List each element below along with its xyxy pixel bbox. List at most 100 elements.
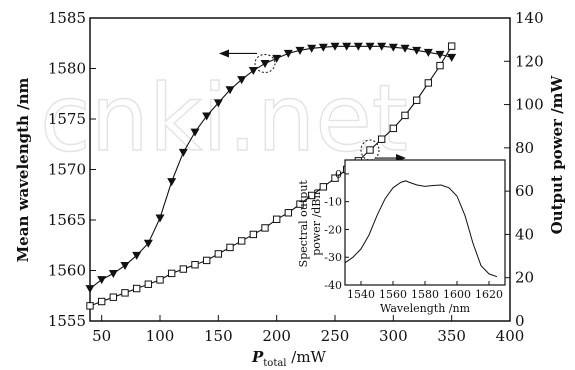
data-point-triangle bbox=[85, 285, 95, 294]
inset-y-axis-title: Spectral output power /dBm bbox=[297, 177, 323, 268]
data-point-square bbox=[307, 191, 316, 200]
x-tick-label: 400 bbox=[496, 327, 525, 345]
data-point-triangle bbox=[108, 270, 118, 279]
data-point-triangle bbox=[202, 112, 212, 121]
data-point-triangle bbox=[412, 46, 422, 55]
inset-x-tick-label: 1540 bbox=[347, 288, 375, 301]
x-tick-label: 250 bbox=[321, 327, 350, 345]
data-point-triangle bbox=[248, 67, 258, 76]
data-point-square bbox=[366, 146, 374, 154]
x-axis-title-base: P bbox=[251, 348, 264, 366]
y2-tick-label: 60 bbox=[515, 182, 534, 200]
data-point-triangle bbox=[447, 53, 457, 62]
data-point-triangle bbox=[318, 43, 328, 52]
inset-x-tick-label: 1600 bbox=[443, 288, 471, 301]
y2-tick-label: 140 bbox=[515, 9, 544, 27]
data-point-triangle bbox=[283, 49, 293, 58]
data-point-square bbox=[377, 135, 386, 143]
data-point-square bbox=[97, 297, 106, 306]
main-plot-area: 50 100 150 200 250 300 350 400 1555 1560 1565 1570… bbox=[48, 9, 544, 345]
data-point-triangle bbox=[365, 42, 375, 51]
x-tick-label: 200 bbox=[262, 327, 291, 345]
x-axis-title-unit: /mW bbox=[287, 348, 327, 366]
data-point-triangle bbox=[155, 214, 165, 223]
inset-x-tick-label: 1560 bbox=[379, 288, 407, 301]
inset-y-axis-ticks: 0 -10 -20 -30 -40 bbox=[324, 168, 349, 292]
data-point-triangle bbox=[377, 42, 387, 51]
x-tick-label: 350 bbox=[437, 327, 466, 345]
x-tick-label: 50 bbox=[92, 327, 111, 345]
data-point-triangle bbox=[213, 99, 223, 108]
data-point-square bbox=[156, 276, 164, 284]
inset-x-tick-label: 1620 bbox=[475, 288, 503, 301]
data-point-square bbox=[447, 42, 456, 50]
right-series-callout-circle bbox=[360, 139, 380, 161]
data-point-square bbox=[191, 261, 199, 269]
data-point-square bbox=[272, 215, 281, 223]
data-point-square bbox=[214, 250, 223, 258]
y-tick-label: 1555 bbox=[48, 312, 86, 330]
data-point-square bbox=[202, 256, 211, 265]
data-point-triangle bbox=[272, 54, 282, 63]
y2-tick-label: 100 bbox=[515, 96, 544, 114]
inset-spectrum-line bbox=[344, 180, 498, 278]
inset-x-tick-label: 1580 bbox=[411, 288, 439, 301]
data-point-square bbox=[226, 243, 234, 252]
left-series-callout-circle bbox=[254, 53, 276, 73]
y-tick-label: 1575 bbox=[48, 110, 86, 128]
data-point-triangle bbox=[330, 42, 340, 51]
inset-x-axis-ticks: 1540 1560 1580 1600 1620 bbox=[347, 281, 503, 301]
inset-y-tick-label: 0 bbox=[335, 168, 342, 181]
left-arrow-head-icon bbox=[219, 49, 229, 58]
data-point-triangle bbox=[342, 42, 352, 51]
data-point-square bbox=[296, 200, 304, 208]
y2-tick-label: 80 bbox=[515, 139, 534, 157]
y2-tick-label: 0 bbox=[515, 312, 525, 330]
x-tick-label: 150 bbox=[204, 327, 233, 345]
data-point-square bbox=[179, 265, 188, 273]
left-y-axis-title: Mean wavelength /nm bbox=[14, 77, 32, 262]
y-tick-label: 1560 bbox=[48, 262, 86, 280]
data-point-square bbox=[389, 124, 398, 133]
y-tick-label: 1570 bbox=[48, 161, 86, 179]
x-axis-title: Ptotal /mW bbox=[251, 348, 327, 369]
data-point-triangle bbox=[388, 43, 398, 52]
left-y-axis-ticks: 1555 1560 1565 1570 1575 1580 1585 bbox=[48, 9, 96, 330]
data-point-triangle bbox=[190, 128, 200, 137]
inset-y-axis-title-line1: Spectral output bbox=[297, 180, 310, 268]
right-y-axis-ticks: 0 20 40 60 80 100 120 140 bbox=[504, 9, 544, 330]
inset-plot: 1540 1560 1580 1600 1620 0 -10 -20 -30 -40 Wavel… bbox=[297, 159, 506, 315]
data-point-square bbox=[331, 174, 339, 182]
data-point-square bbox=[401, 111, 409, 120]
x-tick-label: 300 bbox=[379, 327, 408, 345]
data-point-square bbox=[121, 289, 129, 297]
data-point-triangle bbox=[295, 46, 305, 55]
inset-y-tick-label: -40 bbox=[324, 279, 342, 292]
y-tick-label: 1565 bbox=[48, 211, 86, 229]
data-point-triangle bbox=[237, 76, 247, 85]
data-point-square bbox=[86, 302, 94, 310]
y-tick-label: 1580 bbox=[48, 60, 86, 78]
data-point-triangle bbox=[307, 44, 317, 53]
x-axis-title-sub: total bbox=[263, 358, 286, 369]
inset-frame bbox=[344, 159, 506, 286]
data-point-triangle bbox=[178, 148, 188, 157]
data-point-square bbox=[237, 237, 246, 245]
data-point-triangle bbox=[435, 50, 445, 59]
right-y-axis-title: Output power /mW bbox=[548, 74, 566, 234]
data-point-triangle bbox=[167, 178, 177, 187]
y-tick-label: 1585 bbox=[48, 9, 86, 27]
x-tick-label: 100 bbox=[146, 327, 175, 345]
inset-y-tick-label: -10 bbox=[324, 196, 342, 209]
watermark: cnki.net bbox=[40, 65, 408, 172]
data-point-triangle bbox=[423, 48, 433, 57]
data-point-square bbox=[167, 269, 176, 278]
data-point-square bbox=[412, 96, 421, 104]
data-point-square bbox=[249, 230, 258, 239]
data-point-triangle bbox=[260, 59, 270, 68]
x-axis-ticks: 50 100 150 200 250 300 350 400 bbox=[92, 315, 524, 345]
data-point-square bbox=[109, 293, 118, 301]
data-point-triangle bbox=[120, 261, 130, 270]
data-point-triangle bbox=[97, 276, 107, 285]
